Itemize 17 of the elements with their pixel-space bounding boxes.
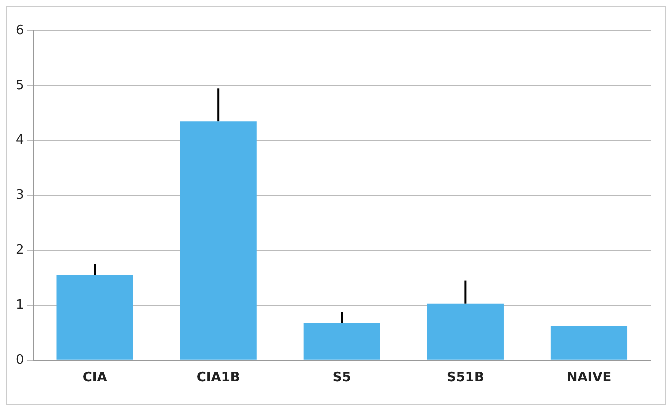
y-tick-label: 2 (16, 242, 24, 258)
bar (180, 122, 257, 360)
y-tick-label: 1 (16, 298, 24, 313)
bar (56, 275, 134, 360)
bar (304, 323, 380, 360)
x-tick-label: NAIVE (566, 370, 612, 386)
x-tick-label: CIA (82, 370, 108, 386)
y-tick-label: 5 (16, 78, 24, 94)
x-tick-label: CIA1B (196, 370, 240, 386)
y-tick-label: 4 (16, 133, 24, 148)
y-tick-label: 6 (16, 23, 24, 38)
x-tick-label: S51B (446, 370, 484, 386)
bar (427, 304, 504, 360)
bar (550, 326, 628, 360)
y-tick-label: 3 (16, 188, 24, 204)
x-tick-label: S5 (332, 370, 352, 386)
y-tick-label: 0 (16, 352, 24, 368)
